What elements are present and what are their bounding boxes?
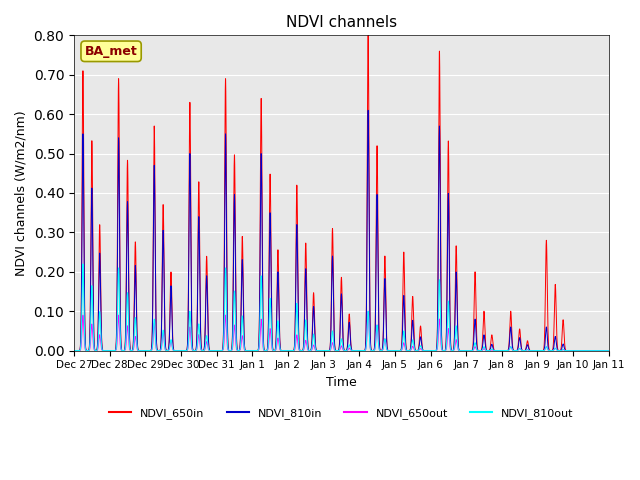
NDVI_650in (605, 348, 612, 353)
NDVI_810out (79, 261, 87, 267)
NDVI_650out (150, 331, 157, 336)
NDVI_810in (70, 348, 78, 353)
NDVI_650out (209, 348, 216, 353)
NDVI_810in (150, 235, 157, 240)
Line: NDVI_650out: NDVI_650out (74, 311, 609, 350)
NDVI_650out (70, 348, 78, 353)
Legend: NDVI_650in, NDVI_810in, NDVI_650out, NDVI_810out: NDVI_650in, NDVI_810in, NDVI_650out, NDV… (104, 404, 579, 423)
NDVI_650out (351, 348, 359, 353)
NDVI_650in (351, 348, 359, 353)
NDVI_810out (209, 348, 216, 353)
NDVI_650in (344, 338, 351, 344)
NDVI_650in (209, 348, 216, 353)
NDVI_810in (605, 348, 612, 353)
NDVI_650in (70, 348, 78, 353)
NDVI_650in (364, 33, 372, 38)
NDVI_650in (99, 345, 106, 350)
NDVI_650out (99, 348, 106, 353)
NDVI_650out (396, 348, 403, 353)
NDVI_810out (605, 348, 612, 353)
NDVI_810out (570, 348, 577, 353)
NDVI_810in (570, 348, 577, 353)
X-axis label: Time: Time (326, 376, 356, 389)
Line: NDVI_650in: NDVI_650in (74, 36, 609, 350)
NDVI_810in (351, 348, 359, 353)
Line: NDVI_810out: NDVI_810out (74, 264, 609, 350)
NDVI_810out (351, 348, 359, 353)
NDVI_810out (70, 348, 78, 353)
NDVI_810out (396, 348, 403, 353)
NDVI_650out (344, 347, 351, 353)
NDVI_650out (605, 348, 612, 353)
NDVI_810in (99, 346, 106, 351)
NDVI_810in (364, 108, 372, 113)
NDVI_810in (209, 348, 216, 353)
NDVI_810in (344, 340, 351, 346)
NDVI_650in (396, 348, 403, 353)
Title: NDVI channels: NDVI channels (286, 15, 397, 30)
NDVI_650out (570, 348, 577, 353)
NDVI_650in (570, 348, 577, 353)
NDVI_810out (150, 327, 157, 333)
Y-axis label: NDVI channels (W/m2/nm): NDVI channels (W/m2/nm) (15, 110, 28, 276)
NDVI_650in (150, 210, 157, 216)
NDVI_810out (99, 347, 106, 353)
NDVI_810in (396, 348, 403, 353)
Text: BA_met: BA_met (84, 45, 138, 58)
Line: NDVI_810in: NDVI_810in (74, 110, 609, 350)
NDVI_810out (344, 346, 351, 352)
NDVI_650out (364, 308, 372, 314)
